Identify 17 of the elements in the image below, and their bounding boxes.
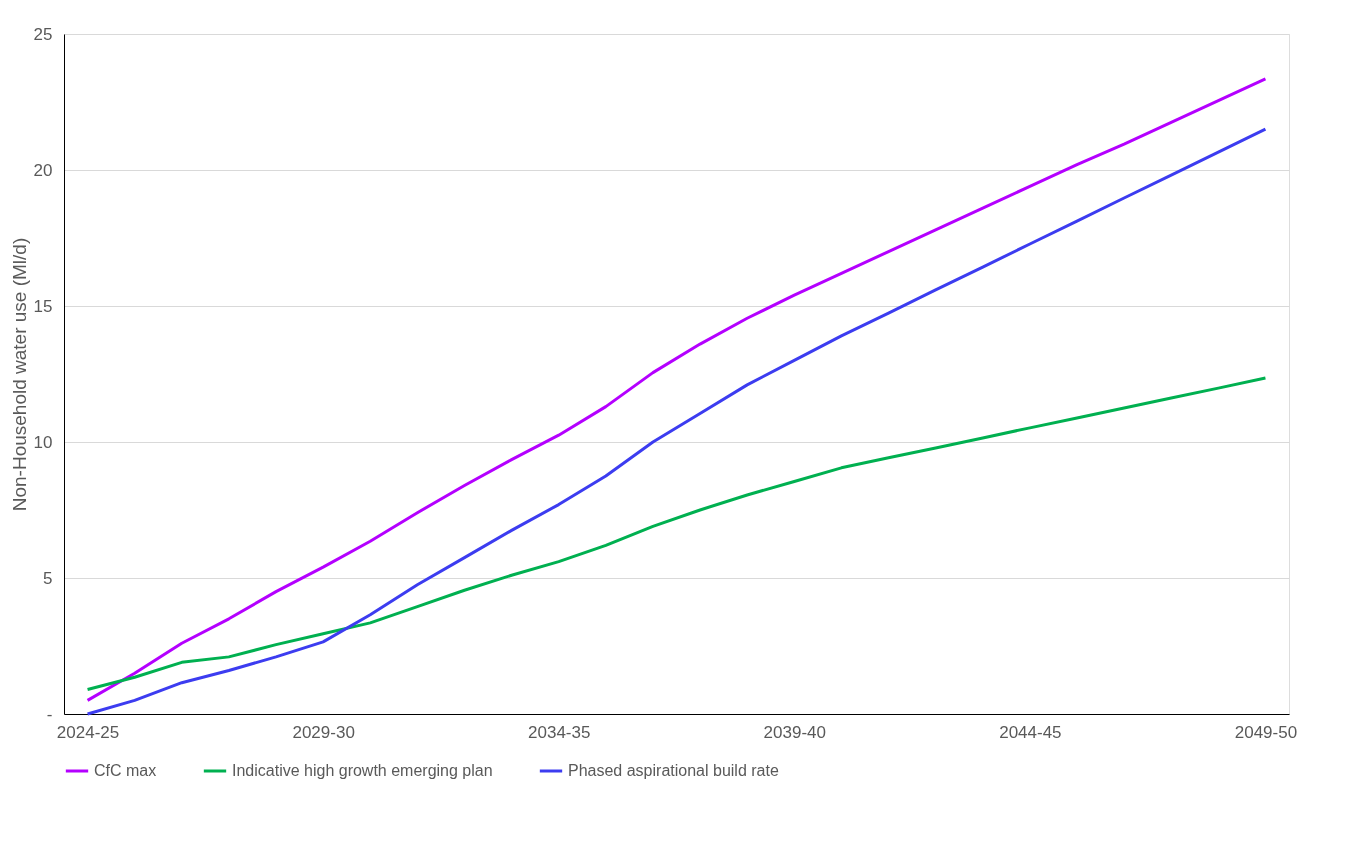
legend-label: Indicative high growth emerging plan (232, 762, 493, 779)
legend-label: Phased aspirational build rate (568, 762, 779, 779)
y-tick-label: 5 (43, 568, 53, 588)
y-tick-label: - (46, 704, 53, 724)
x-tick-label: 2039-40 (763, 722, 826, 742)
y-tick-label: 10 (33, 432, 53, 452)
x-tick-label: 2034-35 (528, 722, 591, 742)
x-tick-label: 2049-50 (1234, 722, 1298, 742)
legend-label: CfC max (94, 762, 157, 779)
x-tick-label: 2044-45 (999, 722, 1062, 742)
y-tick-label: 20 (33, 160, 53, 180)
y-tick-label: 15 (33, 296, 53, 316)
y-axis-title: Non-Household water use (Ml/d) (8, 237, 30, 512)
line-series (86, 376, 1267, 692)
x-tick-label: 2029-30 (292, 722, 355, 742)
y-tick-label: 25 (33, 24, 53, 44)
x-tick-label: 2024-25 (56, 722, 120, 742)
